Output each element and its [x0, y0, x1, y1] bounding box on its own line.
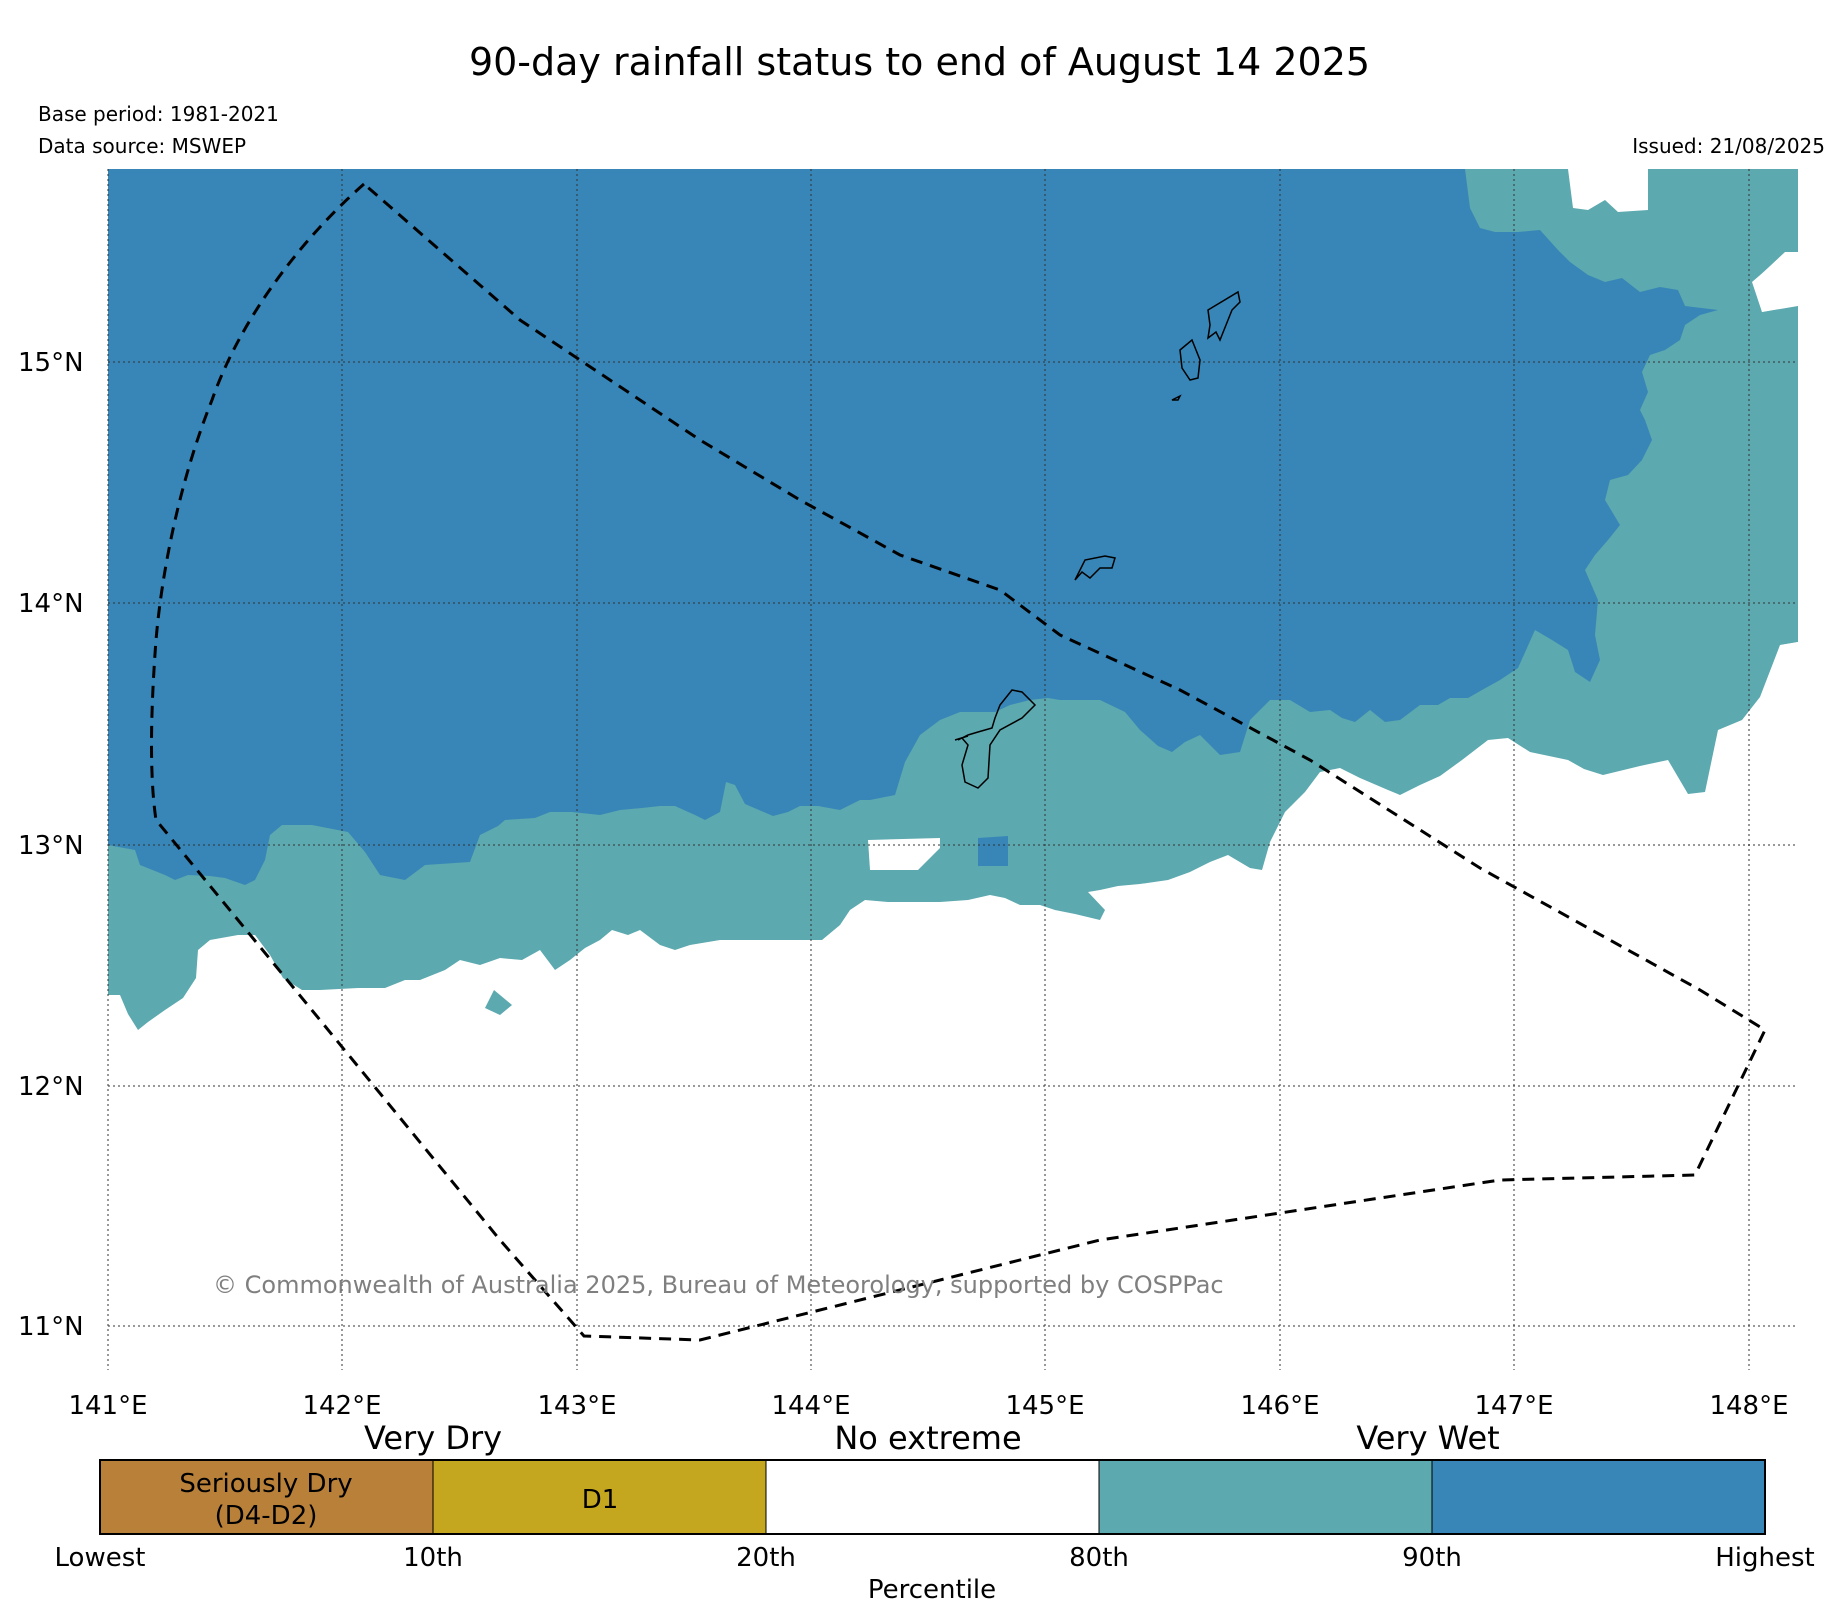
legend-label-d4-d2: (D4-D2)	[215, 1501, 318, 1531]
lon-label-143: 143°E	[537, 1391, 616, 1421]
map-title: 90-day rainfall status to end of August …	[468, 40, 1371, 84]
rota-island	[1074, 555, 1116, 581]
legend-colorbar: Seriously Dry (D4-D2) D1	[99, 1459, 1766, 1535]
no-extreme-notch-north	[1568, 169, 1648, 212]
legend-label-d1: D1	[582, 1485, 619, 1515]
lat-label-13: 13°N	[18, 831, 84, 861]
above-90th-pocket	[978, 836, 1008, 866]
map-plot-area	[108, 169, 1798, 1340]
tinian-island	[1179, 338, 1201, 381]
percentile-tick-90th: 90th	[1402, 1543, 1462, 1573]
lat-label-12: 12°N	[18, 1072, 84, 1102]
legend-header-very-dry: Very Dry	[364, 1419, 502, 1457]
legend-seg-d1	[433, 1460, 766, 1534]
lat-label-14: 14°N	[18, 589, 84, 619]
legend-header-no-extreme: No extreme	[834, 1419, 1021, 1457]
legend-seg-no-extreme	[766, 1460, 1099, 1534]
saipan-island	[1206, 290, 1241, 342]
lat-label-11: 11°N	[18, 1312, 84, 1342]
lon-label-141: 141°E	[68, 1391, 147, 1421]
lon-label-145: 145°E	[1005, 1391, 1084, 1421]
lat-label-15: 15°N	[18, 348, 84, 378]
eez-boundary	[150, 182, 1767, 1342]
no-extreme-notch-east	[1752, 252, 1798, 312]
base-period-note: Base period: 1981-2021	[38, 102, 279, 126]
legend-seg-seriously-dry	[100, 1460, 433, 1534]
legend-border	[99, 1459, 1766, 1535]
legend-label-seriously-dry: Seriously Dry	[179, 1469, 352, 1499]
graticule	[107, 169, 1798, 1370]
data-source-note: Data source: MSWEP	[38, 134, 247, 158]
lon-label-147: 147°E	[1474, 1391, 1553, 1421]
percentile-tick-80th: 80th	[1069, 1543, 1129, 1573]
aguijan-island	[1171, 394, 1182, 401]
legend-seg-80th	[1099, 1460, 1432, 1534]
lon-label-146: 146°E	[1240, 1391, 1319, 1421]
percentile-axis-label: Percentile	[868, 1575, 996, 1605]
percentile-tick-10th: 10th	[403, 1543, 463, 1573]
above-80th-islet	[485, 990, 512, 1015]
issued-date: Issued: 21/08/2025	[1632, 134, 1825, 158]
percentile-tick-20th: 20th	[736, 1543, 796, 1573]
copyright-notice: © Commonwealth of Australia 2025, Bureau…	[213, 1271, 1224, 1299]
guam-island	[954, 689, 1037, 789]
lon-label-144: 144°E	[771, 1391, 850, 1421]
percentile-tick-lowest: Lowest	[55, 1543, 146, 1573]
islands	[954, 290, 1241, 789]
above-90th-region	[108, 169, 1718, 885]
legend-seg-90th	[1432, 1460, 1765, 1534]
lon-label-148: 148°E	[1709, 1391, 1788, 1421]
percentile-tick-highest: Highest	[1715, 1543, 1815, 1573]
legend-header-very-wet: Very Wet	[1356, 1419, 1499, 1457]
no-extreme-patch	[1781, 642, 1798, 760]
no-extreme-pocket	[868, 838, 940, 870]
lon-label-142: 142°E	[302, 1391, 381, 1421]
